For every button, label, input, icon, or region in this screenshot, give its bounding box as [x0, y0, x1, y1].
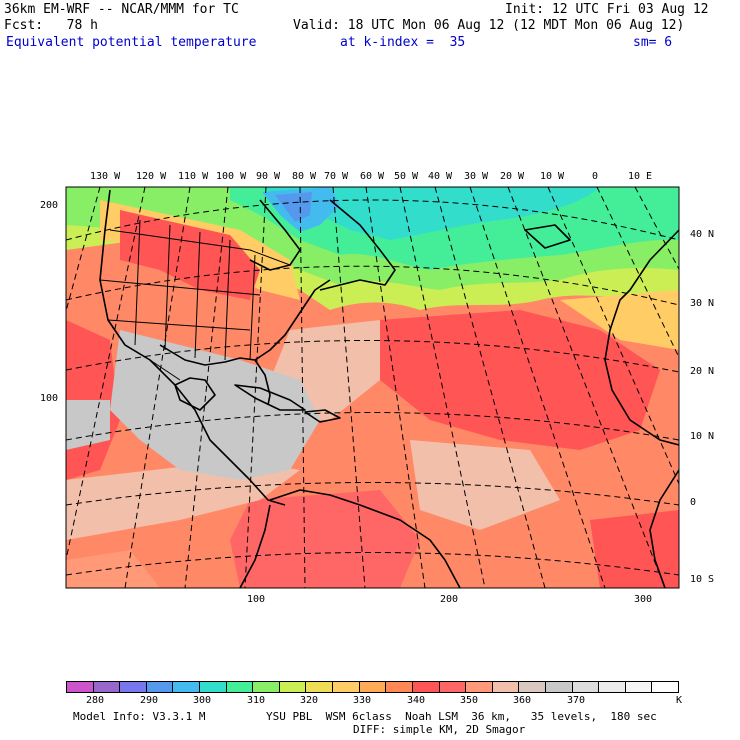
lon-label: 20 W [500, 171, 525, 182]
colorbar-label: 310 [247, 695, 266, 706]
forecast-hour: Fcst: 78 h [4, 18, 98, 33]
political-boundaries [99, 219, 291, 381]
smoothing: sm= 6 [633, 35, 673, 50]
lon-label: 10 W [540, 171, 565, 182]
colorbar-label: 340 [407, 695, 426, 706]
init-time: Init: 12 UTC Fri 03 Aug 12 [505, 2, 709, 17]
colorbar-swatch [279, 682, 307, 692]
coastlines [99, 189, 679, 588]
colorbar-swatch [652, 682, 679, 692]
grid-y-label: 100 [40, 393, 59, 404]
colorbar-swatch [226, 682, 254, 692]
colorbar-swatch [67, 682, 94, 692]
grid-y-label: 200 [40, 200, 59, 211]
k-index: at k-index = 35 [340, 35, 466, 50]
colorbar-swatch [200, 682, 227, 692]
lat-label: 10 S [690, 574, 715, 585]
lon-label: 80 W [292, 171, 317, 182]
colorbar-swatch [492, 682, 520, 692]
colorbar-swatch [545, 682, 573, 692]
colorbar-swatch [306, 682, 334, 692]
model-title: 36km EM-WRF -- NCAR/MMM for TC [4, 2, 239, 17]
field-band [66, 460, 300, 540]
colorbar-label: 360 [513, 695, 532, 706]
colorbar-swatch [466, 682, 493, 692]
lon-label: 30 W [464, 171, 489, 182]
lon-label: 130 W [90, 171, 121, 182]
colorbar-label: 330 [353, 695, 372, 706]
field-name: Equivalent potential temperature [6, 35, 257, 50]
field-band [110, 330, 320, 480]
colorbar-unit: K [676, 695, 683, 706]
colorbar-swatch [439, 682, 467, 692]
colorbar-swatch [572, 682, 600, 692]
colorbar-label: 350 [460, 695, 479, 706]
colorbar [66, 681, 679, 693]
lon-label: 110 W [178, 171, 209, 182]
colorbar-label: 320 [300, 695, 319, 706]
colorbar-label: 300 [193, 695, 212, 706]
lon-label: 10 E [628, 171, 653, 182]
colorbar-swatch [93, 682, 121, 692]
field-band [230, 490, 420, 588]
lat-label: 30 N [690, 298, 715, 309]
lon-label: 60 W [360, 171, 385, 182]
colorbar-swatch [253, 682, 280, 692]
colorbar-swatch [386, 682, 413, 692]
colorbar-label: 280 [86, 695, 105, 706]
map-frame [65, 186, 680, 589]
field-band [66, 550, 160, 588]
lon-label: 0 [592, 171, 599, 182]
colorbar-label: 290 [140, 695, 159, 706]
lat-label: 20 N [690, 366, 715, 377]
colorbar-swatch [359, 682, 387, 692]
lon-label: 100 W [216, 171, 247, 182]
field-band [275, 192, 312, 222]
field-band [590, 510, 679, 588]
colorbar-swatch [333, 682, 360, 692]
field-band [380, 310, 660, 450]
physics-info: YSU PBL WSM 6class Noah LSM 36 km, 35 le… [266, 710, 657, 723]
lon-label: 40 W [428, 171, 453, 182]
colorbar-swatch [625, 682, 653, 692]
field-band [560, 290, 679, 350]
model-info: Model Info: V3.3.1 M [73, 710, 206, 723]
lat-label: 10 N [690, 431, 715, 442]
diffusion-info: DIFF: simple KM, 2D Smagor [353, 723, 526, 736]
colorbar-swatch [599, 682, 626, 692]
colorbar-swatch [519, 682, 546, 692]
lon-label: 50 W [394, 171, 419, 182]
lon-label: 70 W [324, 171, 349, 182]
field-band [66, 400, 110, 450]
grid-x-label: 200 [440, 594, 459, 605]
lon-label: 90 W [256, 171, 281, 182]
colorbar-label: 370 [567, 695, 586, 706]
valid-time: Valid: 18 UTC Mon 06 Aug 12 (12 MDT Mon … [293, 18, 685, 33]
colorbar-swatch [173, 682, 201, 692]
grid-x-label: 100 [247, 594, 266, 605]
lat-label: 0 [690, 497, 697, 508]
latitude-lines [66, 199, 679, 576]
colorbar-swatch [146, 682, 174, 692]
colorbar-swatch [120, 682, 147, 692]
lon-label: 120 W [136, 171, 167, 182]
field-band [120, 210, 260, 300]
colorbar-swatch [412, 682, 440, 692]
lat-label: 40 N [690, 229, 715, 240]
grid-x-label: 300 [634, 594, 653, 605]
